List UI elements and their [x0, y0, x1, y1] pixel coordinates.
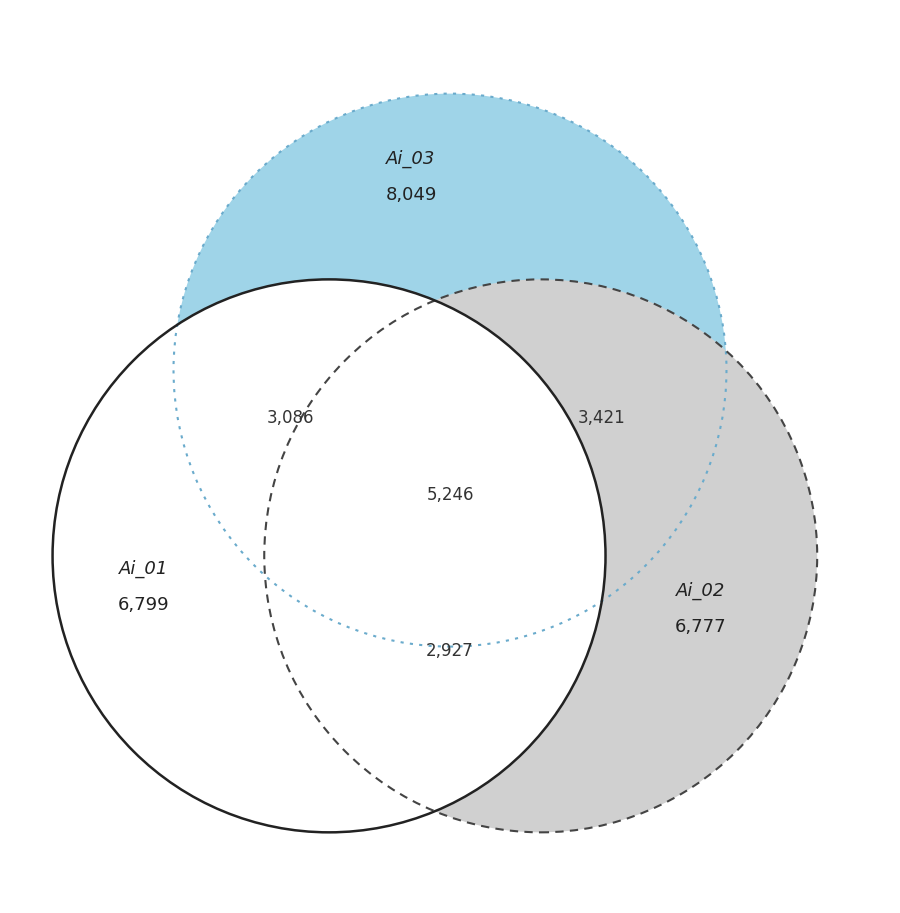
- Text: 6,799: 6,799: [118, 596, 169, 614]
- Text: 2,927: 2,927: [427, 642, 473, 660]
- Text: 6,777: 6,777: [675, 618, 726, 635]
- Text: Ai_02: Ai_02: [676, 582, 725, 600]
- Circle shape: [52, 279, 606, 833]
- Text: 8,049: 8,049: [385, 185, 436, 204]
- Circle shape: [174, 94, 726, 646]
- Text: 3,421: 3,421: [577, 409, 625, 426]
- Circle shape: [265, 279, 817, 833]
- Text: 5,246: 5,246: [427, 487, 473, 504]
- Text: Ai_01: Ai_01: [119, 560, 168, 578]
- Text: 3,086: 3,086: [266, 409, 314, 426]
- Text: Ai_03: Ai_03: [386, 150, 436, 168]
